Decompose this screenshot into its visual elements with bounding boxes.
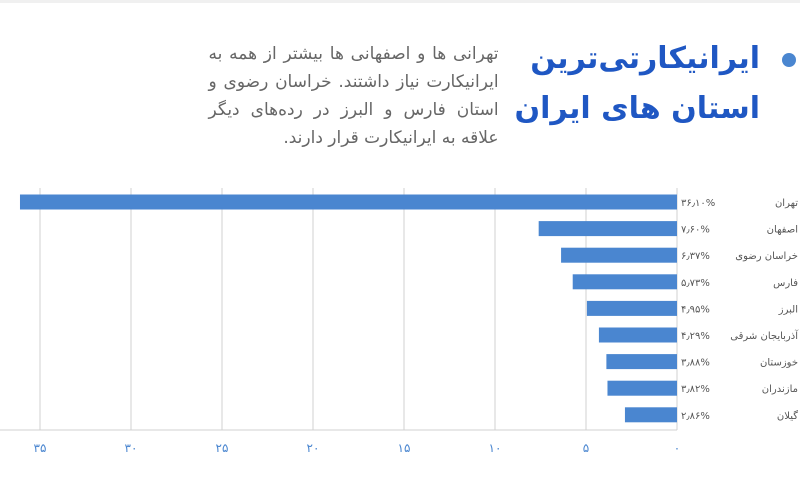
x-tick-label: ۳۵ — [34, 441, 47, 455]
data-label: ۳٫۸۲% — [681, 384, 710, 395]
description: تهرانی ها و اصفهانی ها بیشتر از همه به ا… — [208, 44, 499, 148]
bar — [561, 247, 677, 263]
data-label: ۶٫۳۷% — [681, 251, 710, 262]
x-tick-label: ۲۵ — [216, 441, 229, 455]
category-label: مازندران — [762, 384, 798, 395]
bar — [538, 221, 677, 237]
category-label: خراسان رضوی — [735, 251, 798, 262]
x-tick-label: ۲۰ — [307, 441, 320, 455]
category-label: تهران — [775, 198, 798, 209]
category-label: فارس — [773, 278, 798, 289]
bar — [606, 354, 677, 370]
x-tick-label: ۵ — [583, 441, 589, 455]
x-tick-label: ۰ — [674, 441, 680, 455]
top-rule — [0, 0, 800, 3]
category-label: گیلان — [777, 410, 798, 422]
category-label: اصفهان — [767, 225, 798, 236]
data-label: ۵٫۷۳% — [681, 278, 710, 289]
bar — [624, 407, 677, 423]
bar — [607, 380, 677, 396]
data-label: ۳٫۸۸% — [681, 358, 710, 369]
x-tick-label: ۱۰ — [489, 441, 502, 455]
x-tick-label: ۱۵ — [398, 441, 411, 455]
bullet-icon — [782, 53, 796, 67]
bar — [598, 327, 677, 343]
data-label: ۴٫۹۵% — [681, 304, 710, 315]
data-label: ۳۶٫۱۰% — [681, 198, 715, 209]
bar — [586, 300, 677, 316]
title-line-2: استان های ایران — [514, 91, 760, 126]
category-label: آذربایجان شرقی — [730, 329, 799, 342]
data-label: ۷٫۶۰% — [681, 225, 710, 236]
title-line-1: ایرانیکارتی‌ترین — [530, 41, 760, 76]
category-label: البرز — [778, 304, 798, 315]
data-label: ۲٫۸۶% — [681, 411, 710, 422]
x-tick-label: ۳۰ — [125, 441, 138, 455]
bar — [19, 194, 678, 210]
data-label: ۴٫۲۹% — [681, 331, 710, 342]
category-label: خوزستان — [760, 358, 798, 369]
bar — [572, 274, 677, 290]
page-title: ایرانیکارتی‌ترین استان های ایران — [515, 34, 760, 134]
